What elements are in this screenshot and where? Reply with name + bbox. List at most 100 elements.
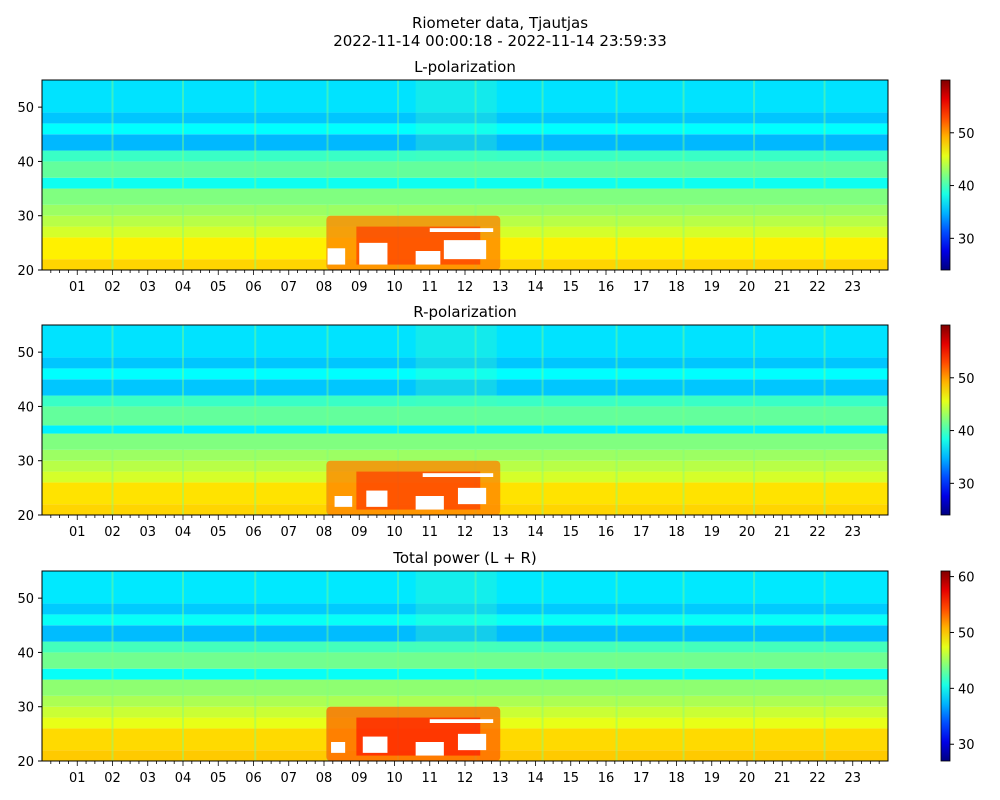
colorbar-tick-label: 50	[958, 127, 975, 142]
x-tick-label: 01	[69, 525, 86, 540]
heatmap-band	[42, 571, 888, 604]
heatmap-streak	[541, 325, 544, 515]
heatmap-area	[42, 80, 888, 270]
x-tick-label: 21	[774, 280, 791, 295]
heatmap-streak	[182, 80, 184, 270]
heatmap-band	[42, 614, 888, 626]
x-tick-label: 11	[421, 771, 438, 786]
figure-title-line2: 2022-11-14 00:00:18 - 2022-11-14 23:59:3…	[333, 32, 667, 50]
x-tick-label: 17	[633, 525, 650, 540]
heatmap-streak	[182, 571, 184, 761]
heatmap-streak	[397, 325, 400, 515]
heatmap-streak	[254, 325, 257, 515]
figure-title-line1: Riometer data, Tjautjas	[412, 14, 588, 32]
x-tick-label: 08	[316, 525, 333, 540]
heatmap-band	[42, 177, 888, 189]
x-tick-label: 17	[633, 771, 650, 786]
y-tick-label: 50	[17, 101, 34, 116]
heatmap-streak	[397, 80, 400, 270]
x-tick-label: 04	[175, 771, 192, 786]
heatmap-streak	[474, 325, 477, 515]
x-tick-label: 10	[386, 280, 403, 295]
heatmap-band	[42, 325, 888, 358]
heatmap-area	[42, 325, 888, 515]
x-tick-label: 04	[175, 280, 192, 295]
heatmap-saturated-patch	[415, 251, 441, 265]
heatmap-streak	[182, 325, 184, 515]
x-tick-label: 01	[69, 771, 86, 786]
y-tick-label: 40	[17, 155, 34, 170]
heatmap-saturated-patch	[327, 248, 346, 265]
heatmap-saturated-patch	[457, 487, 487, 505]
x-tick-label: 23	[844, 525, 861, 540]
heatmap-saturated-patch	[429, 719, 494, 723]
heatmap-streak	[615, 325, 618, 515]
heatmap-streak	[326, 325, 329, 515]
heatmap-streak	[682, 325, 685, 515]
x-tick-label: 14	[527, 525, 544, 540]
panel-2: R-polarization 20 30 40 50 01 02 03 04 05 06 07 08 09…	[17, 303, 974, 540]
y-tick-label: 40	[17, 400, 34, 415]
x-tick-label: 04	[175, 525, 192, 540]
heatmap-streak	[541, 571, 544, 761]
heatmap-streak	[823, 80, 826, 270]
x-tick-label: 16	[598, 525, 615, 540]
panel-title: Total power (L + R)	[392, 549, 537, 567]
y-tick-label: 30	[17, 455, 34, 470]
heatmap-saturated-patch	[334, 496, 353, 507]
heatmap-streak	[474, 80, 477, 270]
heatmap-disturbed-region	[415, 571, 497, 653]
heatmap-streak	[753, 571, 756, 761]
heatmap-saturated-patch	[359, 242, 388, 265]
heatmap-band	[42, 425, 888, 434]
colorbar	[940, 570, 951, 762]
heatmap-streak	[254, 571, 257, 761]
x-tick-label: 08	[316, 280, 333, 295]
x-tick-label: 05	[210, 280, 227, 295]
x-tick-label: 21	[774, 525, 791, 540]
x-tick-label: 19	[703, 280, 720, 295]
colorbar	[940, 324, 951, 516]
heatmap-band	[42, 695, 888, 707]
x-tick-label: 20	[739, 771, 756, 786]
heatmap-saturated-patch	[362, 736, 388, 753]
heatmap-saturated-patch	[457, 733, 487, 751]
heatmap-band	[42, 188, 888, 205]
heatmap-band	[42, 161, 888, 178]
x-tick-label: 07	[280, 771, 297, 786]
heatmap-saturated-patch	[415, 742, 444, 756]
colorbar-tick-label: 40	[958, 682, 975, 697]
x-tick-label: 03	[139, 771, 156, 786]
heatmap-streak	[753, 80, 756, 270]
heatmap-band	[42, 433, 888, 450]
x-tick-label: 07	[280, 280, 297, 295]
heatmap-band	[42, 123, 888, 135]
heatmap-saturated-patch	[443, 240, 487, 260]
x-tick-label: 08	[316, 771, 333, 786]
colorbar-tick-label: 50	[958, 372, 975, 387]
heatmap-band	[42, 134, 888, 151]
x-tick-label: 02	[104, 771, 121, 786]
x-tick-label: 05	[210, 771, 227, 786]
x-tick-label: 16	[598, 280, 615, 295]
x-tick-label: 15	[562, 280, 579, 295]
heatmap-streak	[254, 80, 257, 270]
y-tick-label: 20	[17, 509, 34, 524]
x-tick-label: 18	[668, 771, 685, 786]
x-tick-label: 06	[245, 771, 262, 786]
heatmap-band	[42, 449, 888, 461]
heatmap-band	[42, 368, 888, 380]
y-tick-label: 30	[17, 701, 34, 716]
heatmap-streak	[326, 571, 329, 761]
x-tick-label: 02	[104, 525, 121, 540]
x-tick-label: 01	[69, 280, 86, 295]
x-tick-label: 06	[245, 525, 262, 540]
x-tick-label: 19	[703, 771, 720, 786]
x-tick-label: 21	[774, 771, 791, 786]
x-tick-label: 20	[739, 280, 756, 295]
heatmap-streak	[753, 325, 756, 515]
heatmap-streak	[397, 571, 400, 761]
heatmap-streak	[474, 571, 477, 761]
heatmap-streak	[682, 80, 685, 270]
